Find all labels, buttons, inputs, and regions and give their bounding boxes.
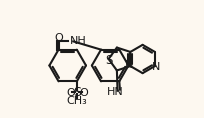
- Text: N: N: [151, 62, 160, 72]
- Text: O: O: [79, 88, 87, 98]
- Text: S: S: [72, 86, 80, 99]
- Text: CH₃: CH₃: [66, 96, 87, 106]
- Text: S: S: [104, 54, 112, 67]
- Text: HN: HN: [106, 87, 123, 97]
- Text: NH: NH: [69, 36, 86, 46]
- Text: O: O: [66, 88, 74, 98]
- Text: N: N: [124, 60, 133, 70]
- Text: O: O: [54, 33, 63, 43]
